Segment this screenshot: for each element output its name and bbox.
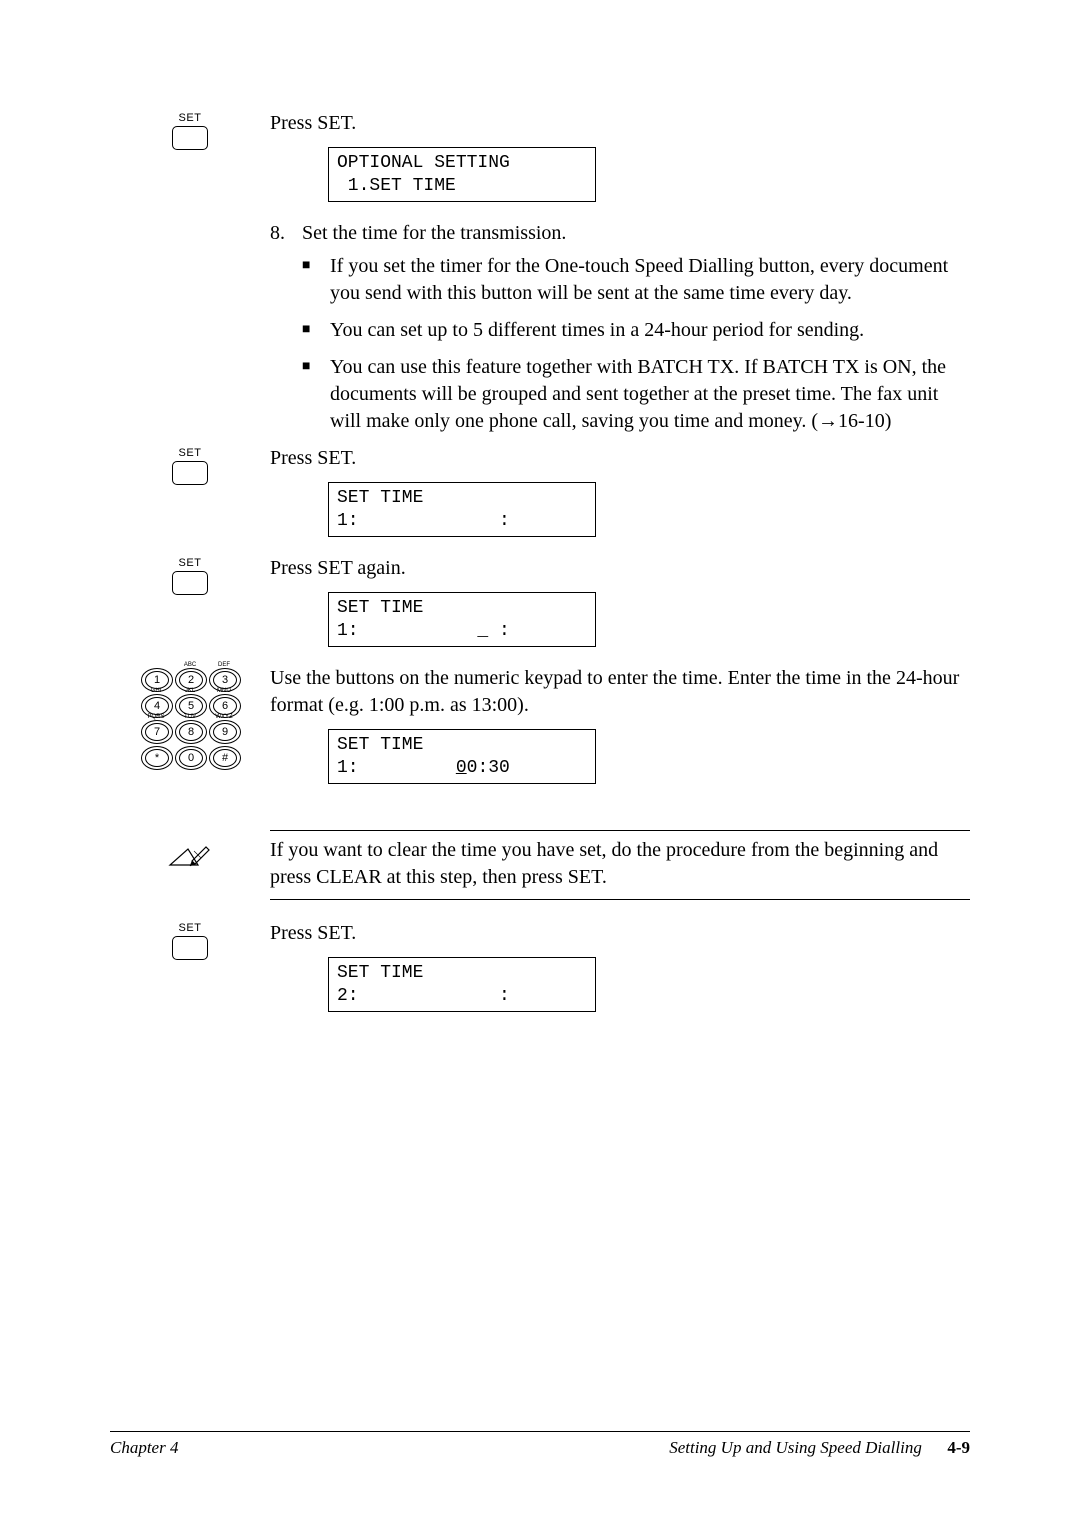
key-box <box>172 936 208 960</box>
instruction-text: Press SET. <box>270 920 970 947</box>
lcd-display: SET TIME 2: : <box>328 957 596 1012</box>
lcd-display: SET TIME 1: : <box>328 482 596 537</box>
numeric-keypad-icon: 1 ABC2 DEF3 GHI4 JKL5 MNO6 PQRS7 TUV8 WX… <box>130 667 250 771</box>
note-rule <box>270 899 970 900</box>
bullet-icon: ■ <box>302 253 330 307</box>
bullet-icon: ■ <box>302 354 330 435</box>
lcd-display: SET TIME 1: 00:30 <box>328 729 596 784</box>
note-rule <box>270 830 970 831</box>
lcd-display: OPTIONAL SETTING 1.SET TIME <box>328 147 596 202</box>
key-box <box>172 126 208 150</box>
bullet-text: If you set the timer for the One-touch S… <box>330 253 970 307</box>
key-label: SET <box>172 447 208 459</box>
bullet-text: You can use this feature together with B… <box>330 354 970 435</box>
key-box <box>172 571 208 595</box>
key-label: SET <box>172 922 208 934</box>
footer-page-number: 4-9 <box>947 1438 970 1457</box>
key-label: SET <box>172 112 208 124</box>
set-key-icon: SET <box>172 922 208 960</box>
instruction-text: Press SET again. <box>270 555 970 582</box>
bullet-icon: ■ <box>302 317 330 344</box>
instruction-text: Press SET. <box>270 110 970 137</box>
instruction-text: Press SET. <box>270 445 970 472</box>
instruction-text: Use the buttons on the numeric keypad to… <box>270 665 970 719</box>
page-footer: Chapter 4 Setting Up and Using Speed Dia… <box>110 1431 970 1458</box>
note-text: If you want to clear the time you have s… <box>270 837 970 891</box>
lcd-display: SET TIME 1: _ : <box>328 592 596 647</box>
set-key-icon: SET <box>172 557 208 595</box>
step-number: 8. <box>270 220 302 247</box>
bullet-text: You can set up to 5 different times in a… <box>330 317 864 344</box>
footer-title: Setting Up and Using Speed Dialling <box>669 1438 922 1457</box>
footer-chapter: Chapter 4 <box>110 1438 178 1458</box>
set-key-icon: SET <box>172 447 208 485</box>
step-text: Set the time for the transmission. <box>302 220 566 247</box>
note-pencil-icon <box>168 841 212 871</box>
set-key-icon: SET <box>172 112 208 150</box>
key-box <box>172 461 208 485</box>
key-label: SET <box>172 557 208 569</box>
